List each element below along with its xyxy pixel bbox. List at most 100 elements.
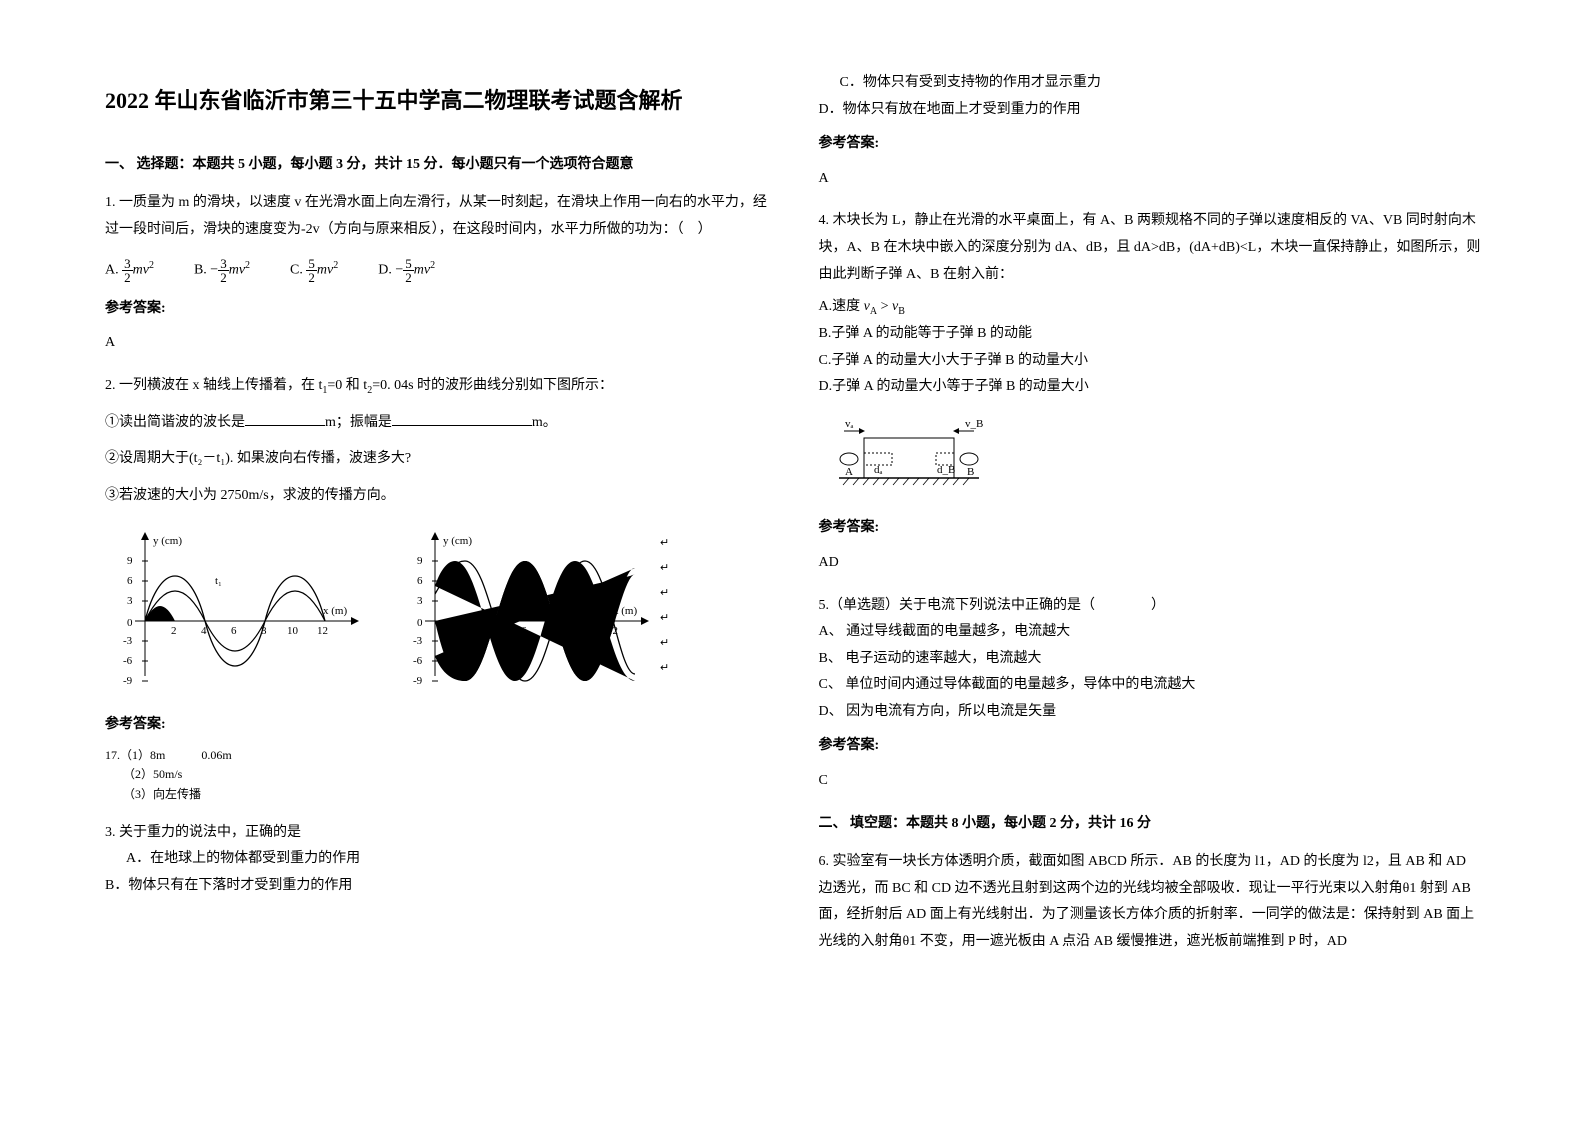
section-2-head: 二、 填空题：本题共 8 小题，每小题 2 分，共计 16 分 <box>819 811 1483 838</box>
q2-stem-a: 2. 一列横波在 x 轴线上传播着，在 t <box>105 378 322 393</box>
mv: mv <box>317 262 333 277</box>
den: 2 <box>403 271 414 284</box>
q2-ans-label: 参考答案: <box>105 712 769 739</box>
mv: mv <box>414 262 430 277</box>
num: 5 <box>306 257 317 271</box>
ylabel: y (cm) <box>153 535 182 547</box>
q4-ans-label: 参考答案: <box>819 515 1483 542</box>
q1-optB-prefix: B. <box>194 262 207 277</box>
question-3: 3. 关于重力的说法中，正确的是 A．在地球上的物体都受到重力的作用 B．物体只… <box>105 820 769 900</box>
q3-optB: B．物体只有在下落时才受到重力的作用 <box>105 873 769 900</box>
svg-text:3: 3 <box>127 595 133 607</box>
den: 2 <box>306 271 317 284</box>
svg-text:12: 12 <box>317 625 328 637</box>
q4-optD: D.子弹 A 的动量大小等于子弹 B 的动量大小 <box>819 374 1483 401</box>
q2-charts: y (cm) x (m) 9 6 3 0 -3 -6 -9 2 4 6 8 10 <box>105 526 769 696</box>
q5-optB: B、 电子运动的速率越大，电流越大 <box>819 646 1483 673</box>
q2-ans1: 17.（1）8m 0.06m <box>105 746 769 765</box>
q5-optA: A、 通过导线截面的电量越多，电流越大 <box>819 619 1483 646</box>
q1-optD-prefix: D. <box>378 262 392 277</box>
svg-text:vₐ: vₐ <box>845 418 854 430</box>
svg-text:6: 6 <box>417 575 423 587</box>
t1-label: t₁ <box>215 575 222 587</box>
subB: B <box>898 306 905 317</box>
num: 3 <box>218 257 229 271</box>
question-5: 5.（单选题）关于电流下列说法中正确的是（ ） A、 通过导线截面的电量越多，电… <box>819 593 1483 795</box>
svg-text:↵: ↵ <box>660 537 669 549</box>
svg-text:0: 0 <box>127 617 133 629</box>
q2-sub1: ①读出简谐波的波长是m；振幅是m。 <box>105 410 769 437</box>
q2-ans: 17.（1）8m 0.06m （2）50m/s （3）向左传播 <box>105 746 769 804</box>
question-3-cont: C．物体只有受到支持物的作用才显示重力 D．物体只有放在地面上才受到重力的作用 … <box>819 70 1483 192</box>
svg-text:↵: ↵ <box>660 612 669 624</box>
q4-optA: A.速度 vA > vB <box>819 294 1483 321</box>
svg-text:↵: ↵ <box>660 637 669 649</box>
q1-stem: 1. 一质量为 m 的滑块，以速度 v 在光滑水面上向左滑行，从某一时刻起，在滑… <box>105 190 769 243</box>
q2-l1a: ①读出简谐波的波长是 <box>105 415 245 430</box>
q2-l1b: m；振幅是 <box>325 415 392 430</box>
q1-ans: A <box>105 330 769 357</box>
q4-optB: B.子弹 A 的动能等于子弹 B 的动能 <box>819 321 1483 348</box>
q2-stem: 2. 一列横波在 x 轴线上传播着，在 t1=0 和 t2=0. 04s 时的波… <box>105 373 769 400</box>
svg-text:-3: -3 <box>413 635 423 647</box>
subA: A <box>870 306 877 317</box>
svg-text:-3: -3 <box>123 635 133 647</box>
q2-sub2: ②设周期大于(t₂－t₁). 如果波向右传播，波速多大? <box>105 446 769 473</box>
q3-optA: A．在地球上的物体都受到重力的作用 <box>105 846 769 873</box>
svg-text:6: 6 <box>231 625 237 637</box>
q2-sub3: ③若波速的大小为 2750m/s，求波的传播方向。 <box>105 483 769 510</box>
q4-ans: AD <box>819 550 1483 577</box>
q3-optC: C．物体只有受到支持物的作用才显示重力 <box>819 70 1483 97</box>
mv: mv <box>133 262 149 277</box>
exam-page: 2022 年山东省临沂市第三十五中学高二物理联考试题含解析 一、 选择题：本题共… <box>0 0 1587 1122</box>
q1-optA-prefix: A. <box>105 262 119 277</box>
svg-text:v_B: v_B <box>965 418 983 430</box>
blank-wavelength <box>245 411 325 426</box>
svg-text:-9: -9 <box>413 675 423 687</box>
q1-optC: C. 52mv2 <box>290 256 338 284</box>
q3-ans: A <box>819 166 1483 193</box>
ylabel: y (cm) <box>443 535 472 547</box>
section-1-head: 一、 选择题：本题共 5 小题，每小题 3 分，共计 15 分．每小题只有一个选… <box>105 152 769 179</box>
sq: 2 <box>333 260 338 271</box>
question-6: 6. 实验室有一块长方体透明介质，截面如图 ABCD 所示．AB 的长度为 l1… <box>819 849 1483 955</box>
svg-text:-6: -6 <box>123 655 133 667</box>
svg-text:2: 2 <box>171 625 177 637</box>
svg-text:↵: ↵ <box>660 562 669 574</box>
t2-label: t₂ <box>515 565 522 577</box>
q5-ans: C <box>819 768 1483 795</box>
sq: 2 <box>245 260 250 271</box>
num: 5 <box>403 257 414 271</box>
q3-ans-label: 参考答案: <box>819 131 1483 158</box>
svg-text:↵: ↵ <box>660 587 669 599</box>
xlabel: x (m) <box>323 605 347 617</box>
q2-stem-c: =0. 04s 时的波形曲线分别如下图所示： <box>372 378 613 393</box>
num: 3 <box>122 257 133 271</box>
sq: 2 <box>430 260 435 271</box>
svg-text:9: 9 <box>127 555 133 567</box>
q1-optD: D. −52mv2 <box>378 256 435 284</box>
mv: mv <box>229 262 245 277</box>
den: 2 <box>122 271 133 284</box>
q3-stem: 3. 关于重力的说法中，正确的是 <box>105 820 769 847</box>
svg-text:10: 10 <box>287 625 299 637</box>
q5-stem: 5.（单选题）关于电流下列说法中正确的是（ ） <box>819 593 1483 620</box>
q3-optD: D．物体只有放在地面上才受到重力的作用 <box>819 97 1483 124</box>
question-1: 1. 一质量为 m 的滑块，以速度 v 在光滑水面上向左滑行，从某一时刻起，在滑… <box>105 190 769 357</box>
svg-text:dₐ: dₐ <box>874 464 883 476</box>
q1-ans-label: 参考答案: <box>105 296 769 323</box>
q4-stem: 4. 木块长为 L，静止在光滑的水平桌面上，有 A、B 两颗规格不同的子弹以速度… <box>819 208 1483 288</box>
svg-text:0: 0 <box>417 617 423 629</box>
wave-chart-t2: y (cm) x (m) 9 6 3 0 -3 -6 -9 2 4 6 8 10… <box>395 526 675 696</box>
page-title: 2022 年山东省临沂市第三十五中学高二物理联考试题含解析 <box>105 80 769 122</box>
question-2: 2. 一列横波在 x 轴线上传播着，在 t1=0 和 t2=0. 04s 时的波… <box>105 373 769 804</box>
svg-text:↵: ↵ <box>660 662 669 674</box>
svg-text:-6: -6 <box>413 655 423 667</box>
svg-text:9: 9 <box>417 555 423 567</box>
svg-text:d_B: d_B <box>937 464 955 476</box>
svg-text:3: 3 <box>417 595 423 607</box>
q5-optC: C、 单位时间内通过导体截面的电量越多，导体中的电流越大 <box>819 672 1483 699</box>
svg-text:B: B <box>967 466 974 478</box>
den: 2 <box>218 271 229 284</box>
left-column: 2022 年山东省临沂市第三十五中学高二物理联考试题含解析 一、 选择题：本题共… <box>80 60 794 1062</box>
